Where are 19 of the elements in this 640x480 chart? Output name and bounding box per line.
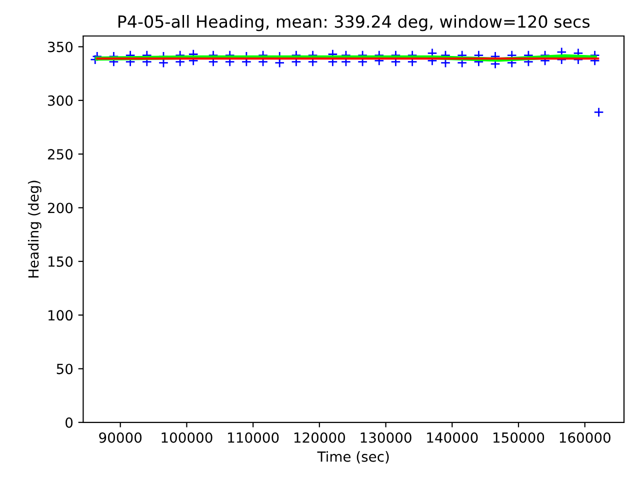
x-axis-title: Time (sec) [317, 451, 389, 464]
y-tick-label: 0 [66, 417, 73, 428]
chart-title: P4-05-all Heading, mean: 339.24 deg, window=120 secs [118, 15, 590, 32]
y-tick-label: 200 [48, 202, 73, 214]
y-tick-label: 50 [56, 364, 73, 374]
y-tick-label: 350 [48, 42, 73, 52]
x-tick-label: 130000 [360, 432, 412, 443]
x-tick-label: 140000 [427, 432, 478, 443]
x-tick-label: 160000 [560, 432, 610, 443]
x-tick-label: 90000 [99, 432, 142, 443]
y-tick-label: 100 [48, 310, 73, 321]
y-tick-label: 300 [48, 95, 73, 106]
y-tick-label: 150 [48, 256, 73, 267]
x-tick-label: 110000 [228, 432, 279, 443]
x-tick-label: 100000 [162, 432, 212, 443]
x-tick-label: 120000 [294, 432, 346, 443]
x-tick-label: 150000 [494, 432, 544, 443]
y-tick-label: 250 [48, 149, 73, 160]
y-axis-title: Heading (deg) [28, 180, 42, 278]
